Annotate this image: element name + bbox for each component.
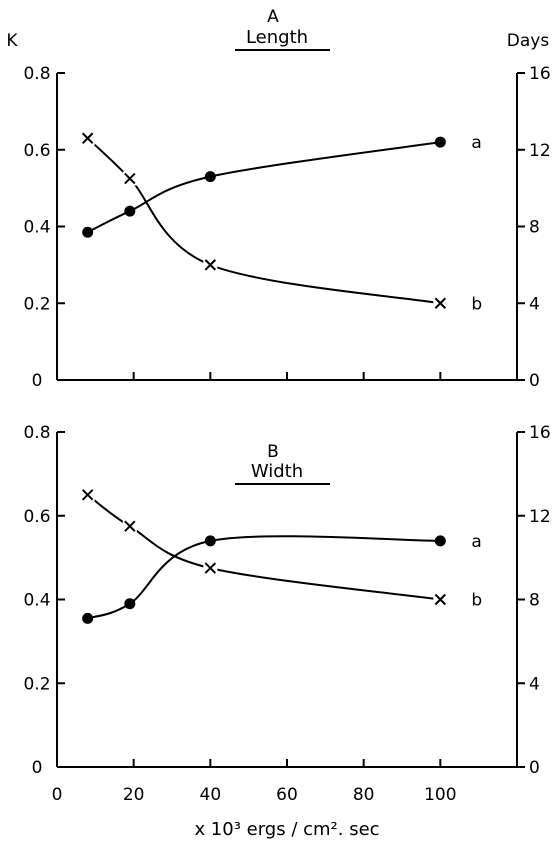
panel-letter: A (267, 7, 279, 27)
cross-marker (204, 259, 217, 271)
x-tick-label: 40 (200, 785, 222, 805)
x-tick-label: 100 (424, 785, 456, 805)
series-a-point (204, 535, 216, 547)
series-b-label: b (471, 591, 482, 611)
cross-marker (81, 489, 94, 501)
x-tick-label: 80 (353, 785, 375, 805)
left-tick-label: 0 (32, 371, 43, 391)
left-axis-label: K (6, 31, 18, 51)
cross-marker (204, 562, 217, 574)
series-b-point (122, 171, 137, 186)
right-tick-label: 12 (529, 141, 551, 161)
series-a-point (124, 205, 136, 217)
right-tick-label: 4 (529, 294, 540, 314)
series-b-line (87, 494, 441, 601)
series-b-line (86, 137, 441, 305)
panel-letter: B (267, 442, 279, 462)
left-tick-label: 0.6 (23, 141, 50, 161)
right-axis-label: Days (507, 31, 550, 51)
left-tick-label: 0 (32, 758, 43, 778)
series-a-point (124, 598, 136, 610)
left-tick-label: 0.2 (23, 294, 50, 314)
cross-marker (434, 593, 447, 606)
series-b-point (203, 561, 218, 576)
x-tick-label: 60 (276, 785, 298, 805)
right-tick-label: 0 (529, 758, 540, 778)
series-a-label: a (471, 532, 481, 552)
left-tick-label: 0.6 (23, 507, 50, 527)
series-a-point (82, 612, 94, 624)
cross-marker (434, 297, 447, 309)
series-a-point (204, 171, 216, 183)
series-b-label: b (471, 294, 482, 314)
series-a-point (82, 226, 94, 238)
right-tick-label: 4 (529, 674, 540, 694)
series-a-line (87, 141, 441, 234)
x-tick-label: 20 (123, 785, 145, 805)
panel-title: Length (246, 27, 308, 48)
cross-marker (124, 520, 136, 532)
series-a-point (434, 535, 446, 547)
cross-marker (81, 132, 94, 144)
x-axis-label: x 10³ ergs / cm². sec (194, 819, 379, 840)
series-a-line (87, 535, 441, 620)
right-tick-label: 16 (529, 423, 551, 443)
series-b-point (433, 296, 448, 311)
left-tick-label: 0.2 (23, 674, 50, 694)
series-a-label: a (471, 133, 481, 153)
series-b-point (80, 487, 95, 502)
left-tick-label: 0.4 (23, 591, 50, 611)
right-tick-label: 16 (529, 64, 551, 84)
left-tick-label: 0.4 (23, 218, 50, 238)
x-tick-label: 0 (52, 785, 63, 805)
series-b-point (122, 519, 137, 534)
left-tick-label: 0.8 (23, 64, 50, 84)
series-b-point (80, 131, 95, 146)
panel-title: Width (251, 461, 303, 482)
right-tick-label: 8 (529, 218, 540, 238)
series-b-point (203, 257, 218, 272)
cross-marker (124, 172, 136, 185)
left-tick-label: 0.8 (23, 423, 50, 443)
right-tick-label: 12 (529, 507, 551, 527)
series-b-point (433, 592, 448, 607)
right-tick-label: 8 (529, 591, 540, 611)
series-a-point (434, 136, 446, 148)
right-tick-label: 0 (529, 371, 540, 391)
